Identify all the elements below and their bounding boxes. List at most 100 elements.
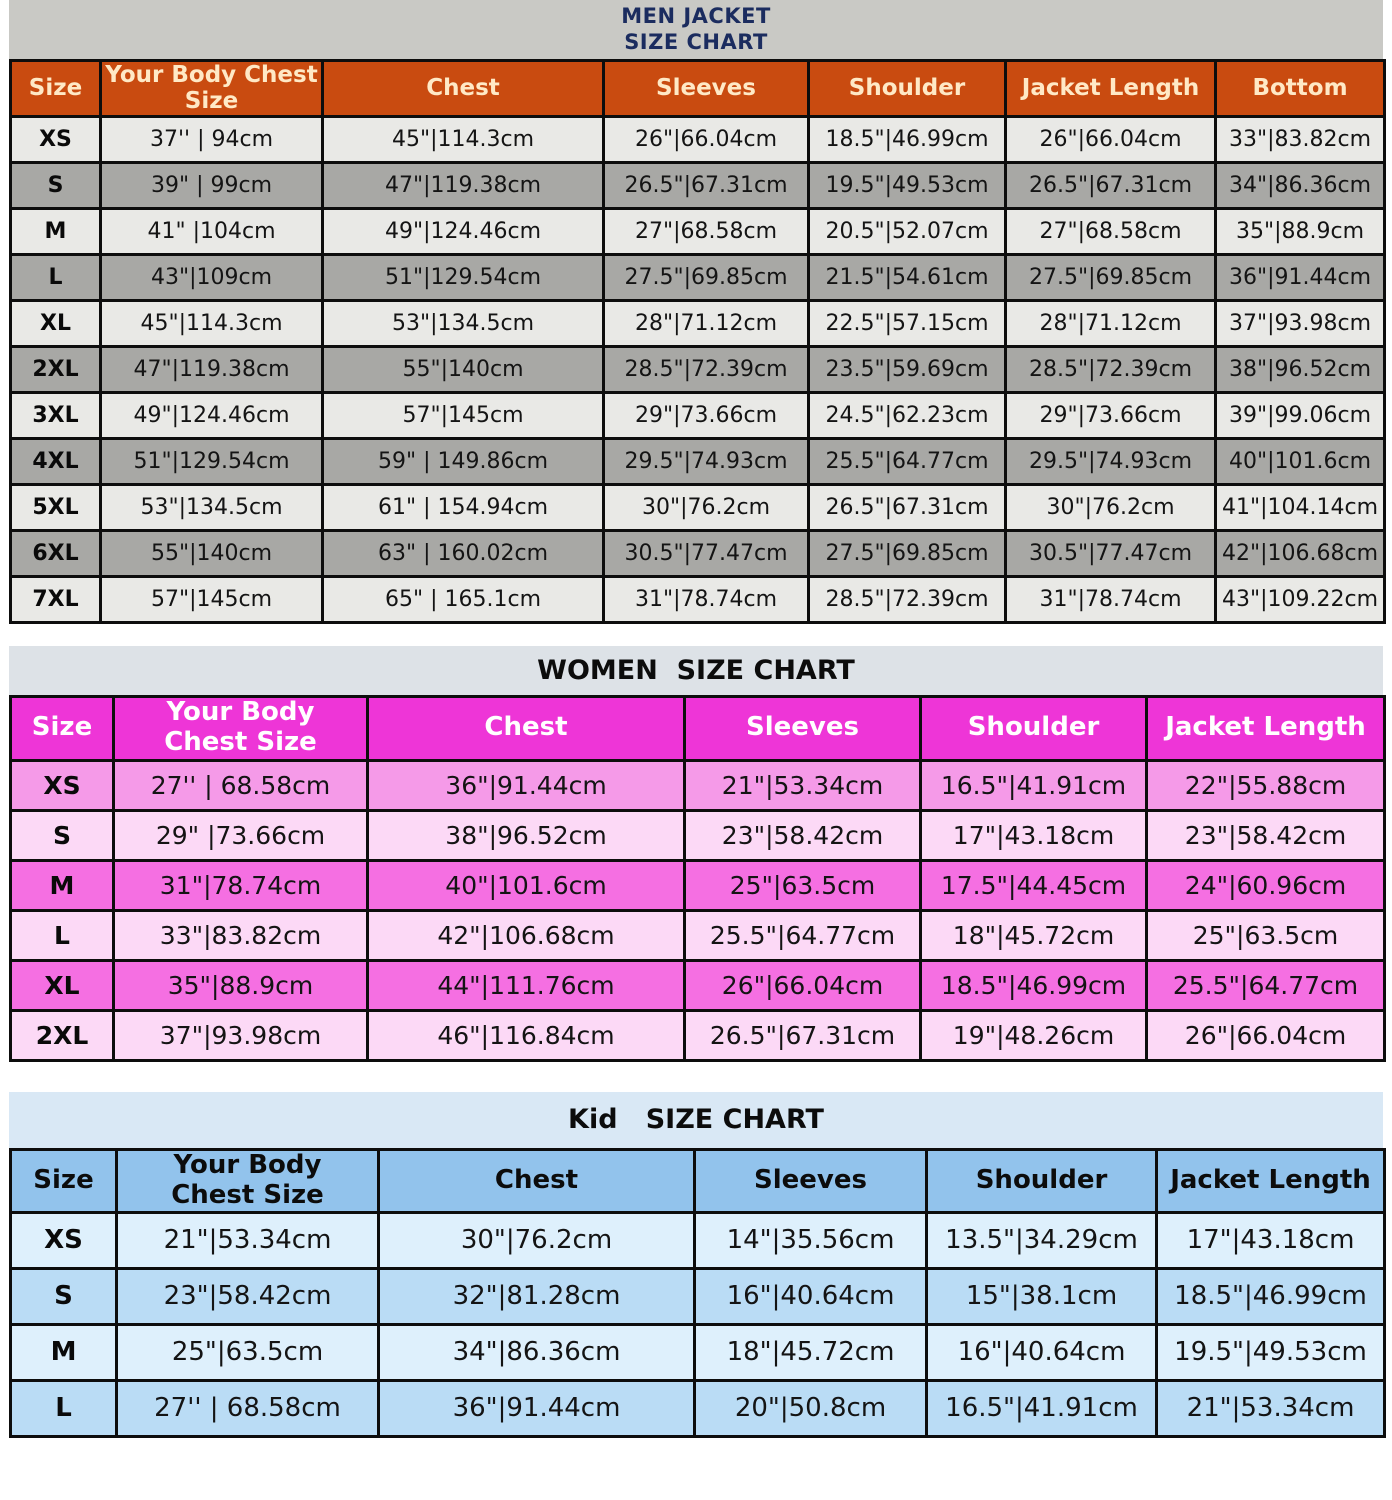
table-row: S 39" | 99cm 47"|119.38cm 26.5"|67.31cm … [9,160,1386,210]
sleeves-cell: 20"|50.8cm [693,1378,928,1438]
body-chest-cell: 49"|124.46cm [99,390,324,440]
sleeves-cell: 16"|40.64cm [693,1266,928,1326]
table-row: 3XL 49"|124.46cm 57"|145cm 29"|73.66cm 2… [9,390,1386,440]
size-cell: 3XL [9,390,102,440]
chest-cell: 38"|96.52cm [366,808,686,862]
table-row: L 33"|83.82cm 42"|106.68cm 25.5"|64.77cm… [9,908,1386,962]
column-header-jacket-length: Jacket Length [1155,1147,1386,1214]
bottom-cell: 37"|93.98cm [1214,298,1386,348]
column-header-size: Size [9,1147,118,1214]
bottom-cell: 40"|101.6cm [1214,436,1386,486]
sleeves-cell: 26.5"|67.31cm [602,160,810,210]
chest-cell: 30"|76.2cm [377,1210,696,1270]
shoulder-cell: 27.5"|69.85cm [807,528,1007,578]
shoulder-cell: 24.5"|62.23cm [807,390,1007,440]
size-cell: 4XL [9,436,102,486]
size-cell: 2XL [9,1008,115,1062]
chest-cell: 53"|134.5cm [321,298,605,348]
column-header-sleeves: Sleeves [683,694,922,762]
jacket-length-cell: 27.5"|69.85cm [1004,252,1217,302]
jacket-length-cell: 23"|58.42cm [1145,808,1386,862]
sleeves-cell: 29.5"|74.93cm [602,436,810,486]
size-cell: L [9,908,115,962]
column-header-shoulder: Shoulder [807,59,1007,118]
shoulder-cell: 21.5"|54.61cm [807,252,1007,302]
column-header-sleeves: Sleeves [693,1147,928,1214]
sleeves-cell: 27"|68.58cm [602,206,810,256]
men-title-band: MEN JACKET SIZE CHART [9,0,1383,59]
body-chest-cell: 27'' | 68.58cm [115,1378,380,1438]
chest-cell: 45"|114.3cm [321,114,605,164]
body-chest-cell: 37"|93.98cm [112,1008,369,1062]
jacket-length-cell: 28.5"|72.39cm [1004,344,1217,394]
shoulder-cell: 18.5"|46.99cm [807,114,1007,164]
column-header-body-chest: Your Body Chest Size [115,1147,380,1214]
men-header-row: Size Your Body Chest Size Chest Sleeves … [9,59,1386,118]
table-row: S 29" |73.66cm 38"|96.52cm 23"|58.42cm 1… [9,808,1386,862]
size-cell: XS [9,114,102,164]
column-header-body-chest: Your Body Chest Size [112,694,369,762]
size-cell: L [9,1378,118,1438]
bottom-cell: 35"|88.9cm [1214,206,1386,256]
size-cell: M [9,858,115,912]
sleeves-cell: 21"|53.34cm [683,758,922,812]
jacket-length-cell: 26.5"|67.31cm [1004,160,1217,210]
body-chest-cell: 43"|109cm [99,252,324,302]
size-cell: S [9,808,115,862]
chest-cell: 44"|111.76cm [366,958,686,1012]
jacket-length-cell: 25.5"|64.77cm [1145,958,1386,1012]
column-header-size: Size [9,59,102,118]
chest-cell: 46"|116.84cm [366,1008,686,1062]
column-header-bottom: Bottom [1214,59,1386,118]
shoulder-cell: 15"|38.1cm [925,1266,1158,1326]
sleeves-cell: 25.5"|64.77cm [683,908,922,962]
size-cell: L [9,252,102,302]
jacket-length-cell: 25"|63.5cm [1145,908,1386,962]
bottom-cell: 38"|96.52cm [1214,344,1386,394]
table-row: 2XL 37"|93.98cm 46"|116.84cm 26.5"|67.31… [9,1008,1386,1062]
size-cell: 7XL [9,574,102,624]
chest-cell: 40"|101.6cm [366,858,686,912]
bottom-cell: 33"|83.82cm [1214,114,1386,164]
chest-cell: 47"|119.38cm [321,160,605,210]
table-row: 4XL 51"|129.54cm 59" | 149.86cm 29.5"|74… [9,436,1386,486]
sleeves-cell: 30.5"|77.47cm [602,528,810,578]
chest-cell: 49"|124.46cm [321,206,605,256]
jacket-length-cell: 28"|71.12cm [1004,298,1217,348]
body-chest-cell: 27'' | 68.58cm [112,758,369,812]
jacket-length-cell: 26"|66.04cm [1004,114,1217,164]
column-header-body-chest: Your Body Chest Size [99,59,324,118]
shoulder-cell: 16.5"|41.91cm [919,758,1148,812]
jacket-length-cell: 18.5"|46.99cm [1155,1266,1386,1326]
column-header-jacket-length: Jacket Length [1145,694,1386,762]
size-cell: XL [9,298,102,348]
shoulder-cell: 17.5"|44.45cm [919,858,1148,912]
chest-cell: 55"|140cm [321,344,605,394]
body-chest-cell: 25"|63.5cm [115,1322,380,1382]
chest-cell: 36"|91.44cm [377,1378,696,1438]
shoulder-cell: 17"|43.18cm [919,808,1148,862]
body-chest-cell: 57"|145cm [99,574,324,624]
shoulder-cell: 19"|48.26cm [919,1008,1148,1062]
jacket-length-cell: 24"|60.96cm [1145,858,1386,912]
body-chest-cell: 29" |73.66cm [112,808,369,862]
body-chest-cell: 39" | 99cm [99,160,324,210]
size-cell: M [9,206,102,256]
table-row: 6XL 55"|140cm 63" | 160.02cm 30.5"|77.47… [9,528,1386,578]
size-cell: XS [9,758,115,812]
men-title-line1: MEN JACKET [621,4,771,29]
column-header-jacket-length: Jacket Length [1004,59,1217,118]
size-cell: S [9,160,102,210]
jacket-length-cell: 17"|43.18cm [1155,1210,1386,1270]
sleeves-cell: 27.5"|69.85cm [602,252,810,302]
body-chest-cell: 35"|88.9cm [112,958,369,1012]
bottom-cell: 41"|104.14cm [1214,482,1386,532]
jacket-length-cell: 27"|68.58cm [1004,206,1217,256]
body-chest-cell: 45"|114.3cm [99,298,324,348]
body-chest-cell: 23"|58.42cm [115,1266,380,1326]
women-size-table: Size Your Body Chest Size Chest Sleeves … [9,694,1386,1062]
women-chart-title: WOMEN SIZE CHART [537,654,855,686]
chest-cell: 57"|145cm [321,390,605,440]
table-row: 7XL 57"|145cm 65" | 165.1cm 31"|78.74cm … [9,574,1386,624]
jacket-length-cell: 22"|55.88cm [1145,758,1386,812]
